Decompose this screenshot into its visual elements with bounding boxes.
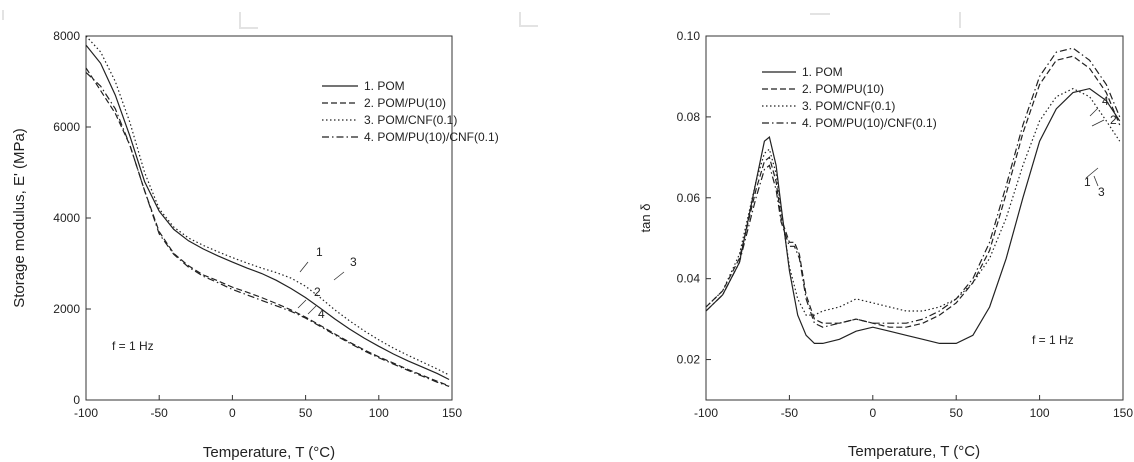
series-line-3 <box>85 35 450 376</box>
y-axis-label: Storage modulus, E' (MPa) <box>11 128 28 308</box>
curve-label-1: 1 <box>316 245 323 259</box>
series-lines <box>85 35 450 387</box>
x-tick-label: 50 <box>299 406 313 420</box>
axis-ticks: -100 -50 0 50 100 150 0 2000 4000 6000 8000 <box>53 29 462 420</box>
x-tick-label: -100 <box>74 406 98 420</box>
curve-label-1: 1 <box>1084 175 1091 189</box>
curve-labels: 1 2 3 4 <box>297 245 357 321</box>
curve-label-3: 3 <box>1098 185 1105 199</box>
series-line-1 <box>85 44 450 381</box>
curve-label-2: 2 <box>314 285 321 299</box>
curve-label-2: 2 <box>1110 113 1117 127</box>
series-line-4 <box>705 47 1121 328</box>
curve-labels: 1 2 3 4 <box>1084 94 1117 199</box>
legend-entry: 2. POM/PU(10) <box>364 96 446 110</box>
y-tick-label: 0.06 <box>677 191 701 205</box>
storage-modulus-chart: -100 -50 0 50 100 150 0 2000 4000 6000 8000 1 2 3 4 1… <box>11 29 499 461</box>
legend-entry: 2. POM/PU(10) <box>802 82 884 96</box>
y-tick-label: 2000 <box>53 302 80 316</box>
x-axis-label: Temperature, T (°C) <box>203 444 335 461</box>
y-tick-label: 0.08 <box>677 110 701 124</box>
legend-entry: 1. POM <box>364 79 405 93</box>
curve-label-leader <box>307 305 317 315</box>
x-tick-label: 0 <box>869 406 876 420</box>
curve-label-leader <box>1089 107 1099 117</box>
y-axis-label: tan δ <box>638 204 653 233</box>
series-line-3 <box>705 87 1121 316</box>
y-tick-label: 4000 <box>53 211 80 225</box>
y-tick-label: 0.10 <box>677 29 701 43</box>
x-tick-label: -100 <box>694 406 718 420</box>
legend-entry: 3. POM/CNF(0.1) <box>364 113 457 127</box>
frequency-annotation: f = 1 Hz <box>1032 333 1074 347</box>
x-tick-label: 150 <box>442 406 462 420</box>
watermark-marks <box>2 10 961 29</box>
curve-label-leader <box>1085 167 1099 179</box>
curve-label-leader <box>299 261 309 273</box>
series-line-2 <box>705 55 1121 328</box>
series-line-1 <box>705 87 1121 344</box>
x-axis-label: Temperature, T (°C) <box>848 443 980 460</box>
curve-label-leader <box>1091 119 1105 127</box>
series-line-4 <box>85 71 450 387</box>
tan-delta-chart: -100 -50 0 50 100 150 0.02 0.04 0.06 0.08 0.10 1 2 3… <box>638 29 1133 460</box>
curve-label-3: 3 <box>350 255 357 269</box>
x-tick-label: 150 <box>1113 406 1133 420</box>
y-tick-label: 6000 <box>53 120 80 134</box>
curve-label-leader <box>297 299 307 309</box>
legend-entry: 1. POM <box>802 65 843 79</box>
y-tick-label: 0.04 <box>677 272 701 286</box>
legend: 1. POM 2. POM/PU(10) 3. POM/CNF(0.1) 4. POM… <box>762 65 937 130</box>
legend-entry: 3. POM/CNF(0.1) <box>802 99 895 113</box>
plot-frame <box>705 35 1124 401</box>
frequency-annotation: f = 1 Hz <box>112 339 154 353</box>
curve-label-leader <box>1093 175 1099 187</box>
x-tick-label: -50 <box>781 406 799 420</box>
y-tick-label: 0.02 <box>677 353 701 367</box>
x-tick-label: 0 <box>229 406 236 420</box>
x-tick-label: 100 <box>1030 406 1050 420</box>
curve-label-4: 4 <box>318 307 325 321</box>
y-tick-label: 0 <box>73 393 80 407</box>
x-tick-label: -50 <box>151 406 169 420</box>
series-lines <box>705 47 1121 344</box>
x-tick-label: 100 <box>369 406 389 420</box>
legend: 1. POM 2. POM/PU(10) 3. POM/CNF(0.1) 4. POM… <box>322 79 499 144</box>
legend-entry: 4. POM/PU(10)/CNF(0.1) <box>802 116 937 130</box>
legend-entry: 4. POM/PU(10)/CNF(0.1) <box>364 130 499 144</box>
curve-label-leader <box>333 271 345 281</box>
axis-ticks: -100 -50 0 50 100 150 0.02 0.04 0.06 0.08 0.10 <box>677 29 1134 420</box>
x-tick-label: 50 <box>950 406 964 420</box>
curve-label-4: 4 <box>1102 94 1109 108</box>
y-tick-label: 8000 <box>53 29 80 43</box>
